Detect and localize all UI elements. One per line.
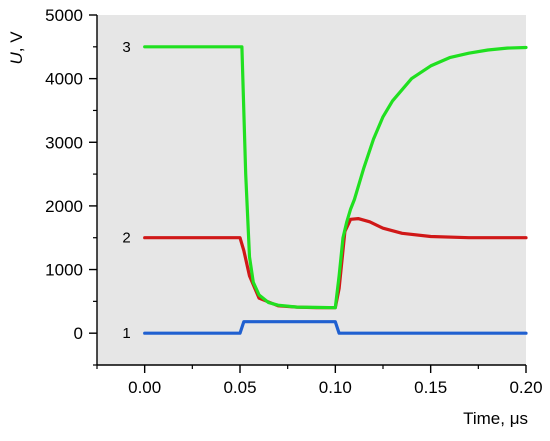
y-tick-label: 2000 <box>45 197 83 216</box>
y-tick-label: 5000 <box>45 6 83 25</box>
y-tick-label: 4000 <box>45 70 83 89</box>
series-1-line <box>143 320 528 335</box>
x-tick-label: 0.05 <box>223 378 256 397</box>
x-tick-label: 0.15 <box>414 378 447 397</box>
plot-area <box>97 15 526 365</box>
series-1-label: 1 <box>122 325 130 342</box>
x-axis-label: Time, μs <box>463 409 528 428</box>
y-axis-label-unit: , V <box>7 31 26 52</box>
y-tick-label: 1000 <box>45 261 83 280</box>
x-tick-label: 0.10 <box>319 378 352 397</box>
y-axis-label: U, V <box>7 31 26 65</box>
x-tick-label: 0.00 <box>128 378 161 397</box>
series-3-line <box>143 45 528 310</box>
series-3-label: 3 <box>122 39 130 56</box>
series-2-label: 2 <box>122 230 130 247</box>
y-tick-label: 0 <box>74 324 83 343</box>
y-axis-label-symbol: U <box>7 52 26 65</box>
y-tick-label: 3000 <box>45 133 83 152</box>
x-tick-label: 0.20 <box>509 378 542 397</box>
